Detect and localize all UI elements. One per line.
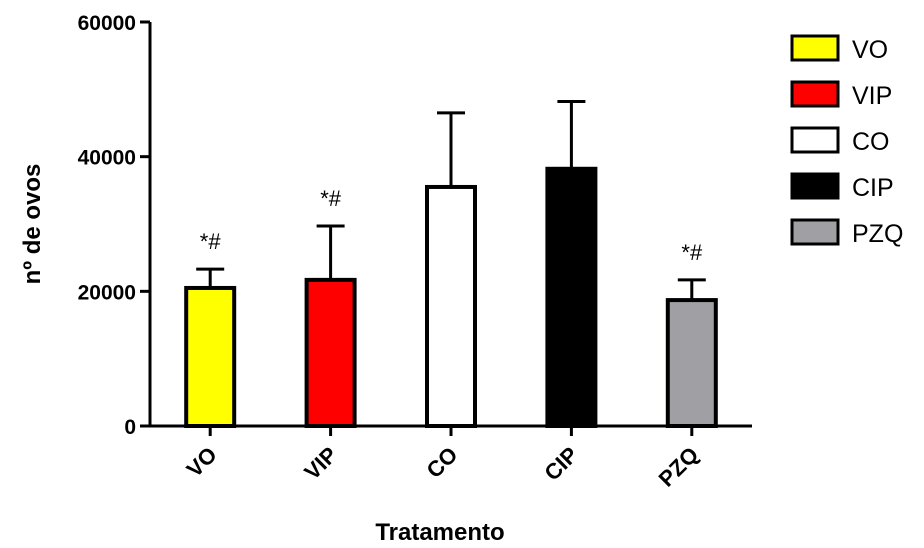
bar xyxy=(184,285,237,429)
bar xyxy=(425,184,477,428)
legend-label: VIP xyxy=(852,82,892,110)
legend-swatch xyxy=(790,218,840,246)
bar xyxy=(304,277,357,428)
x-tick-label: CIP xyxy=(539,442,583,486)
y-axis-title: nº de ovos xyxy=(19,164,46,285)
x-tick-label: VIP xyxy=(299,442,342,485)
bar xyxy=(665,298,718,428)
x-axis-title: Tratamento xyxy=(375,519,504,546)
significance-label: *# xyxy=(681,240,703,265)
legend-swatch xyxy=(790,126,840,154)
legend-label: CIP xyxy=(852,174,894,202)
significance-label: *# xyxy=(320,186,342,211)
legend-label: VO xyxy=(852,36,888,64)
y-tick-label: 40000 xyxy=(78,147,136,170)
legend-label: CO xyxy=(852,128,890,156)
legend-label: PZQ xyxy=(852,220,903,248)
legend-swatch xyxy=(790,80,840,108)
x-tick-label: VO xyxy=(182,442,222,482)
x-tick-label: PZQ xyxy=(654,442,704,492)
x-tick-label: CO xyxy=(422,442,463,483)
bar xyxy=(545,166,598,429)
y-tick-label: 60000 xyxy=(78,12,136,35)
x-axis: VO VIP CO CIP PZQ xyxy=(150,424,752,492)
legend: VO VIP CO CIP PZQ xyxy=(790,34,903,248)
legend-swatch xyxy=(790,34,840,62)
significance-label: *# xyxy=(200,229,222,254)
y-tick-label: 20000 xyxy=(78,281,136,304)
y-axis: 0 20000 40000 60000 xyxy=(78,12,152,439)
y-tick-label: 0 xyxy=(124,416,136,439)
bars: *# *# *# xyxy=(184,99,718,429)
legend-swatch xyxy=(790,172,840,200)
